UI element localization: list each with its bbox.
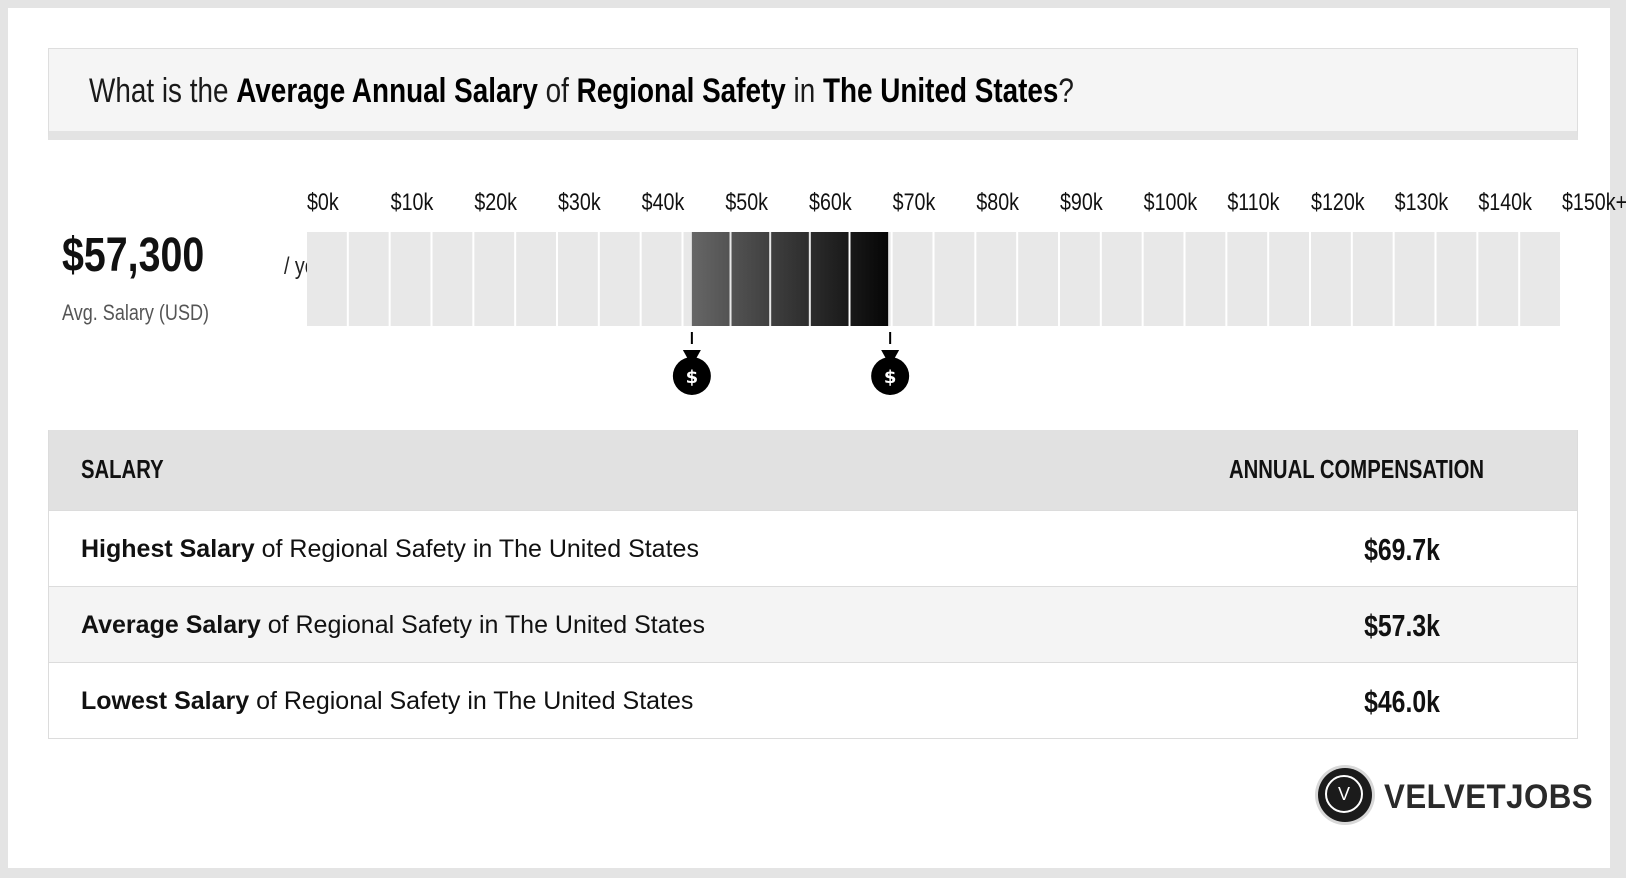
- row-value: $57.3k: [1364, 608, 1440, 643]
- salary-cell: [558, 232, 598, 326]
- salary-cell: [1227, 232, 1268, 326]
- row-label: Average Salary of Regional Safety in The…: [81, 611, 705, 640]
- title-suffix: ?: [1058, 72, 1074, 110]
- tick-label: $90k: [1060, 188, 1103, 215]
- table-header: SALARY ANNUAL COMPENSATION: [49, 430, 1577, 510]
- salary-cell: [1520, 232, 1560, 326]
- title-emphasis-location: The United States: [822, 72, 1059, 110]
- tick-label: $80k: [976, 188, 1019, 215]
- salary-range-bar: [731, 232, 770, 326]
- tick-label: $120k: [1311, 188, 1365, 215]
- salary-range-bar: [771, 232, 809, 326]
- tick-label: $0k: [307, 188, 339, 215]
- header-salary: SALARY: [81, 454, 164, 484]
- tick-label: $40k: [642, 188, 685, 215]
- salary-cell: [934, 232, 975, 326]
- salary-table: SALARY ANNUAL COMPENSATION Highest Salar…: [48, 430, 1578, 739]
- tick-label: $10k: [391, 188, 434, 215]
- title-connector-of: of: [537, 72, 577, 110]
- money-bag-icon: $: [672, 332, 711, 395]
- velvetjobs-logo-icon: V: [1318, 768, 1372, 822]
- header-annual-compensation: ANNUAL COMPENSATION: [1229, 454, 1485, 484]
- tick-label: $60k: [809, 188, 852, 215]
- salary-cell: [348, 232, 389, 326]
- title-emphasis-job: Regional Safety: [576, 72, 786, 110]
- salary-cell: [432, 232, 473, 326]
- title-emphasis-salary: Average Annual Salary: [236, 72, 538, 110]
- salary-range-chart: $0k $10k $20k $30k $40k $50k $60k $70k $80k $90k $…: [307, 188, 1626, 395]
- salary-cell: [1185, 232, 1226, 326]
- tick-labels: $0k $10k $20k $30k $40k $50k $60k $70k $80k $90k $…: [307, 188, 1626, 215]
- title-prefix: What is the: [89, 72, 237, 110]
- tick-label: $30k: [558, 188, 601, 215]
- tick-label: $130k: [1395, 188, 1449, 215]
- salary-cell: [1269, 232, 1309, 326]
- average-salary: $57,300 / year: [62, 228, 333, 283]
- salary-range-bar: [850, 232, 889, 326]
- page-title: What is the Average Annual Salary of Reg…: [89, 72, 1074, 111]
- salary-cell: [474, 232, 515, 326]
- row-value: $69.7k: [1364, 532, 1440, 567]
- title-connector-in: in: [785, 72, 823, 110]
- average-salary-value: $57,300: [62, 229, 205, 282]
- tick-label: $50k: [725, 188, 768, 215]
- table-row-average: Average Salary of Regional Safety in The…: [49, 586, 1577, 662]
- salary-cell: [1018, 232, 1058, 326]
- salary-cell: [516, 232, 556, 326]
- marker-symbol: $: [884, 367, 897, 388]
- tick-label: $100k: [1144, 188, 1198, 215]
- table-row-highest: Highest Salary of Regional Safety in The…: [49, 510, 1577, 586]
- salary-cell: [1478, 232, 1519, 326]
- tick-label: $70k: [893, 188, 936, 215]
- table-row-lowest: Lowest Salary of Regional Safety in The …: [49, 662, 1577, 738]
- salary-range-bar: [810, 232, 849, 326]
- salary-cell: [1436, 232, 1477, 326]
- row-label-bold: Lowest Salary: [81, 687, 250, 715]
- salary-cell: [1060, 232, 1100, 326]
- salary-cells: [307, 232, 1560, 326]
- logo-letter: V: [1325, 775, 1363, 813]
- salary-cell: [641, 232, 682, 326]
- row-label-rest: of Regional Safety in The United States: [260, 611, 706, 639]
- salary-cell: [1101, 232, 1142, 326]
- average-salary-label: Avg. Salary (USD): [62, 300, 210, 325]
- row-label-bold: Average Salary: [81, 611, 261, 639]
- row-value: $46.0k: [1364, 684, 1440, 719]
- salary-cell: [599, 232, 640, 326]
- salary-cell: [1352, 232, 1393, 326]
- tick-label: $140k: [1478, 188, 1532, 215]
- money-bag-icon: $: [871, 332, 910, 395]
- logo-wordmark: VELVETJOBS: [1384, 778, 1594, 816]
- row-label-rest: of Regional Safety in The United States: [254, 535, 699, 563]
- row-label-rest: of Regional Safety in The United States: [249, 687, 694, 715]
- tick-label: $110k: [1227, 188, 1279, 215]
- row-label: Highest Salary of Regional Safety in The…: [81, 535, 699, 564]
- title-banner: What is the Average Annual Salary of Reg…: [48, 48, 1578, 140]
- salary-cell: [1143, 232, 1184, 326]
- marker-symbol: $: [686, 367, 699, 388]
- salary-cell: [307, 232, 347, 326]
- salary-cell: [390, 232, 431, 326]
- row-label: Lowest Salary of Regional Safety in The …: [81, 687, 693, 716]
- salary-cell: [1311, 232, 1351, 326]
- tick-label: $20k: [474, 188, 517, 215]
- salary-cell: [1394, 232, 1435, 326]
- salary-range-bar: [691, 232, 730, 326]
- range-markers: $ $: [672, 332, 910, 395]
- salary-cell: [976, 232, 1017, 326]
- salary-cell: [892, 232, 933, 326]
- row-label-bold: Highest Salary: [81, 535, 255, 563]
- tick-label: $150k+: [1562, 188, 1626, 215]
